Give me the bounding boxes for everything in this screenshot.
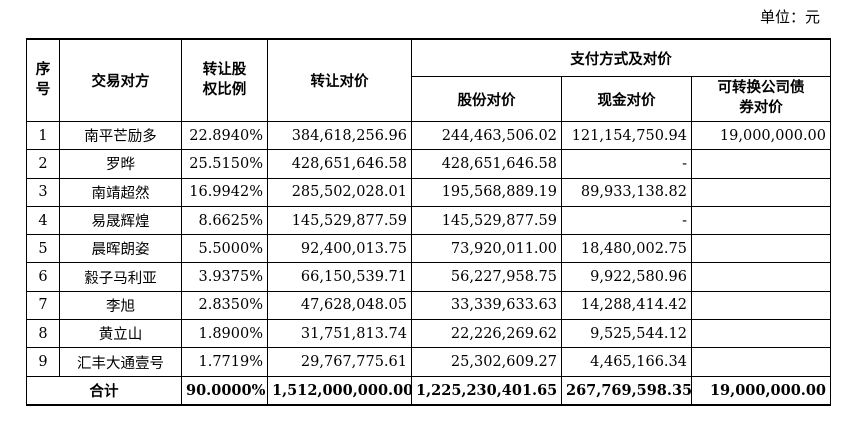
cell-ratio: 1.7719% (181, 347, 268, 377)
cell-share: 25,302,609.27 (411, 347, 562, 377)
cell-share: 73,920,011.00 (411, 234, 562, 264)
total-consideration: 1,512,000,000.00 (267, 375, 412, 406)
cell-share: 244,463,506.02 (411, 120, 562, 151)
cell-bond (690, 177, 832, 207)
cell-consideration: 145,529,877.59 (267, 205, 412, 236)
cell-consideration: 29,767,775.61 (267, 347, 412, 377)
cell-party: 南靖超然 (59, 177, 182, 207)
table-row: 1 南平芒励多 22.8940% 384,618,256.96 244,463,506.… (26, 120, 832, 151)
header-ratio: 转让股权比例 (181, 38, 268, 122)
unit-label: 单位：元 (759, 8, 820, 26)
cell-bond: 19,000,000.00 (690, 120, 832, 151)
cell-party: 黄立山 (59, 319, 182, 349)
cell-share: 428,651,646.58 (411, 149, 562, 179)
cell-seq: 3 (26, 177, 60, 207)
header-bond: 可转换公司债券对价 (690, 76, 832, 122)
transaction-table: 序号 交易对方 转让股权比例 转让对价 支付方式及对价 股份对价 现金对价 可转… (26, 38, 832, 406)
cell-cash: - (561, 149, 692, 179)
table-row: 9 汇丰大通壹号 1.7719% 29,767,775.61 25,302,609.27… (26, 347, 832, 377)
table-row: 3 南靖超然 16.9942% 285,502,028.01 195,568,889.1… (26, 177, 832, 207)
cell-cash: - (561, 205, 692, 236)
cell-share: 33,339,633.63 (411, 290, 562, 321)
cell-cash: 89,933,138.82 (561, 177, 692, 207)
cell-party: 罗晔 (59, 149, 182, 179)
table-row: 5 晨晖朗姿 5.5000% 92,400,013.75 73,920,011.00 18… (26, 234, 832, 264)
cell-cash: 14,288,414.42 (561, 290, 692, 321)
cell-share: 195,568,889.19 (411, 177, 562, 207)
cell-share: 145,529,877.59 (411, 205, 562, 236)
cell-consideration: 92,400,013.75 (267, 234, 412, 264)
cell-ratio: 3.9375% (181, 262, 268, 292)
cell-consideration: 31,751,813.74 (267, 319, 412, 349)
cell-cash: 121,154,750.94 (561, 120, 692, 151)
cell-party: 汇丰大通壹号 (59, 347, 182, 377)
cell-share: 56,227,958.75 (411, 262, 562, 292)
cell-party: 縠子马利亚 (59, 262, 182, 292)
total-cash: 267,769,598.35 (561, 375, 692, 406)
cell-bond (690, 319, 832, 349)
cell-bond (690, 234, 832, 264)
cell-ratio: 1.8900% (181, 319, 268, 349)
cell-seq: 9 (26, 347, 60, 377)
cell-consideration: 384,618,256.96 (267, 120, 412, 151)
header-payment-group: 支付方式及对价 (410, 38, 832, 77)
cell-consideration: 428,651,646.58 (267, 149, 412, 179)
table-row: 7 李旭 2.8350% 47,628,048.05 33,339,633.63 14,2… (26, 290, 832, 321)
cell-ratio: 25.5150% (181, 149, 268, 179)
cell-bond (690, 347, 832, 377)
cell-bond (690, 262, 832, 292)
cell-ratio: 16.9942% (181, 177, 268, 207)
cell-bond (690, 290, 832, 321)
table-row: 2 罗晔 25.5150% 428,651,646.58 428,651,646.58- (26, 149, 832, 179)
cell-consideration: 285,502,028.01 (267, 177, 412, 207)
table-row: 6 縠子马利亚 3.9375% 66,150,539.71 56,227,958.75 9… (26, 262, 832, 292)
cell-ratio: 8.6625% (181, 205, 268, 236)
cell-party: 南平芒励多 (59, 120, 182, 151)
cell-ratio: 22.8940% (181, 120, 268, 151)
cell-cash: 9,525,544.12 (561, 319, 692, 349)
cell-ratio: 5.5000% (181, 234, 268, 264)
cell-seq: 6 (26, 262, 60, 292)
header-seq: 序号 (26, 38, 60, 122)
table-row: 8 黄立山 1.8900% 31,751,813.74 22,226,269.62 9,5… (26, 319, 832, 349)
cell-seq: 5 (26, 234, 60, 264)
total-label: 合计 (26, 375, 182, 406)
cell-bond (690, 149, 832, 179)
cell-party: 易晟辉煌 (59, 205, 182, 236)
cell-consideration: 66,150,539.71 (267, 262, 412, 292)
total-share: 1,225,230,401.65 (411, 375, 562, 406)
header-cash: 现金对价 (561, 76, 692, 122)
header-party: 交易对方 (59, 38, 182, 122)
total-ratio: 90.0000% (181, 375, 268, 406)
cell-seq: 8 (26, 319, 60, 349)
header-consideration: 转让对价 (267, 38, 412, 122)
cell-consideration: 47,628,048.05 (267, 290, 412, 321)
total-bond: 19,000,000.00 (690, 375, 832, 406)
cell-bond (690, 205, 832, 236)
cell-seq: 7 (26, 290, 60, 321)
cell-party: 李旭 (59, 290, 182, 321)
cell-ratio: 2.8350% (181, 290, 268, 321)
header-share: 股份对价 (411, 76, 562, 122)
cell-cash: 18,480,002.75 (561, 234, 692, 264)
table-row: 4 易晟辉煌 8.6625% 145,529,877.59 145,529,877.59… (26, 205, 832, 236)
cell-party: 晨晖朗姿 (59, 234, 182, 264)
cell-cash: 4,465,166.34 (561, 347, 692, 377)
cell-seq: 1 (26, 120, 60, 151)
cell-seq: 2 (26, 149, 60, 179)
cell-share: 22,226,269.62 (411, 319, 562, 349)
cell-seq: 4 (26, 205, 60, 236)
cell-cash: 9,922,580.96 (561, 262, 692, 292)
total-row: 合计 90.0000% 1,512,000,000.00 1,225,230,4… (26, 375, 832, 406)
